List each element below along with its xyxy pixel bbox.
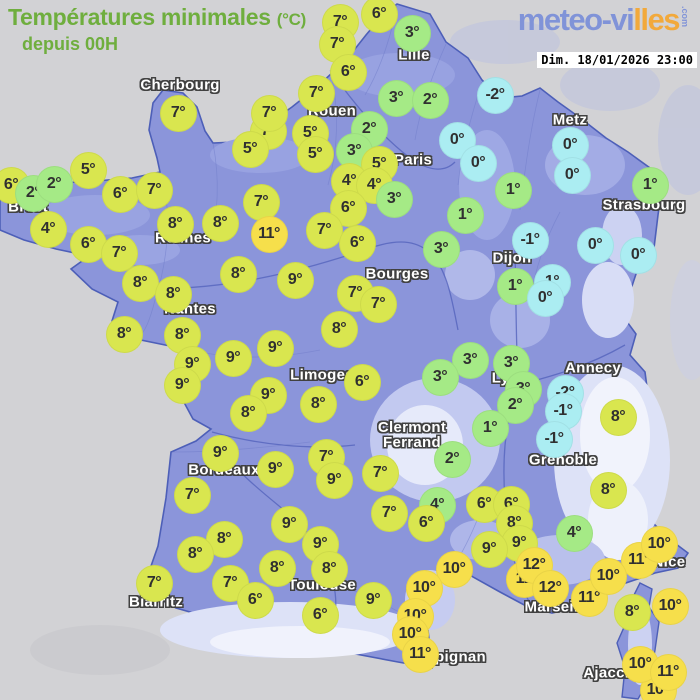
page-title-text: Températures minimales bbox=[8, 4, 271, 30]
datetime-stamp: Dim. 18/01/2026 23:00 bbox=[537, 52, 697, 68]
logo-suffix: .com bbox=[680, 6, 690, 28]
logo-part-orange: lles bbox=[633, 2, 680, 37]
page-title-unit: (°C) bbox=[276, 10, 307, 29]
page-title: Températures minimales (°C) bbox=[8, 4, 306, 31]
site-logo[interactable]: meteo-vi lles .com bbox=[518, 2, 690, 38]
title-block: Températures minimales (°C) depuis 00H bbox=[8, 4, 306, 55]
logo-part-blue: meteo-vi bbox=[517, 2, 635, 37]
page-subtitle: depuis 00H bbox=[22, 34, 119, 54]
